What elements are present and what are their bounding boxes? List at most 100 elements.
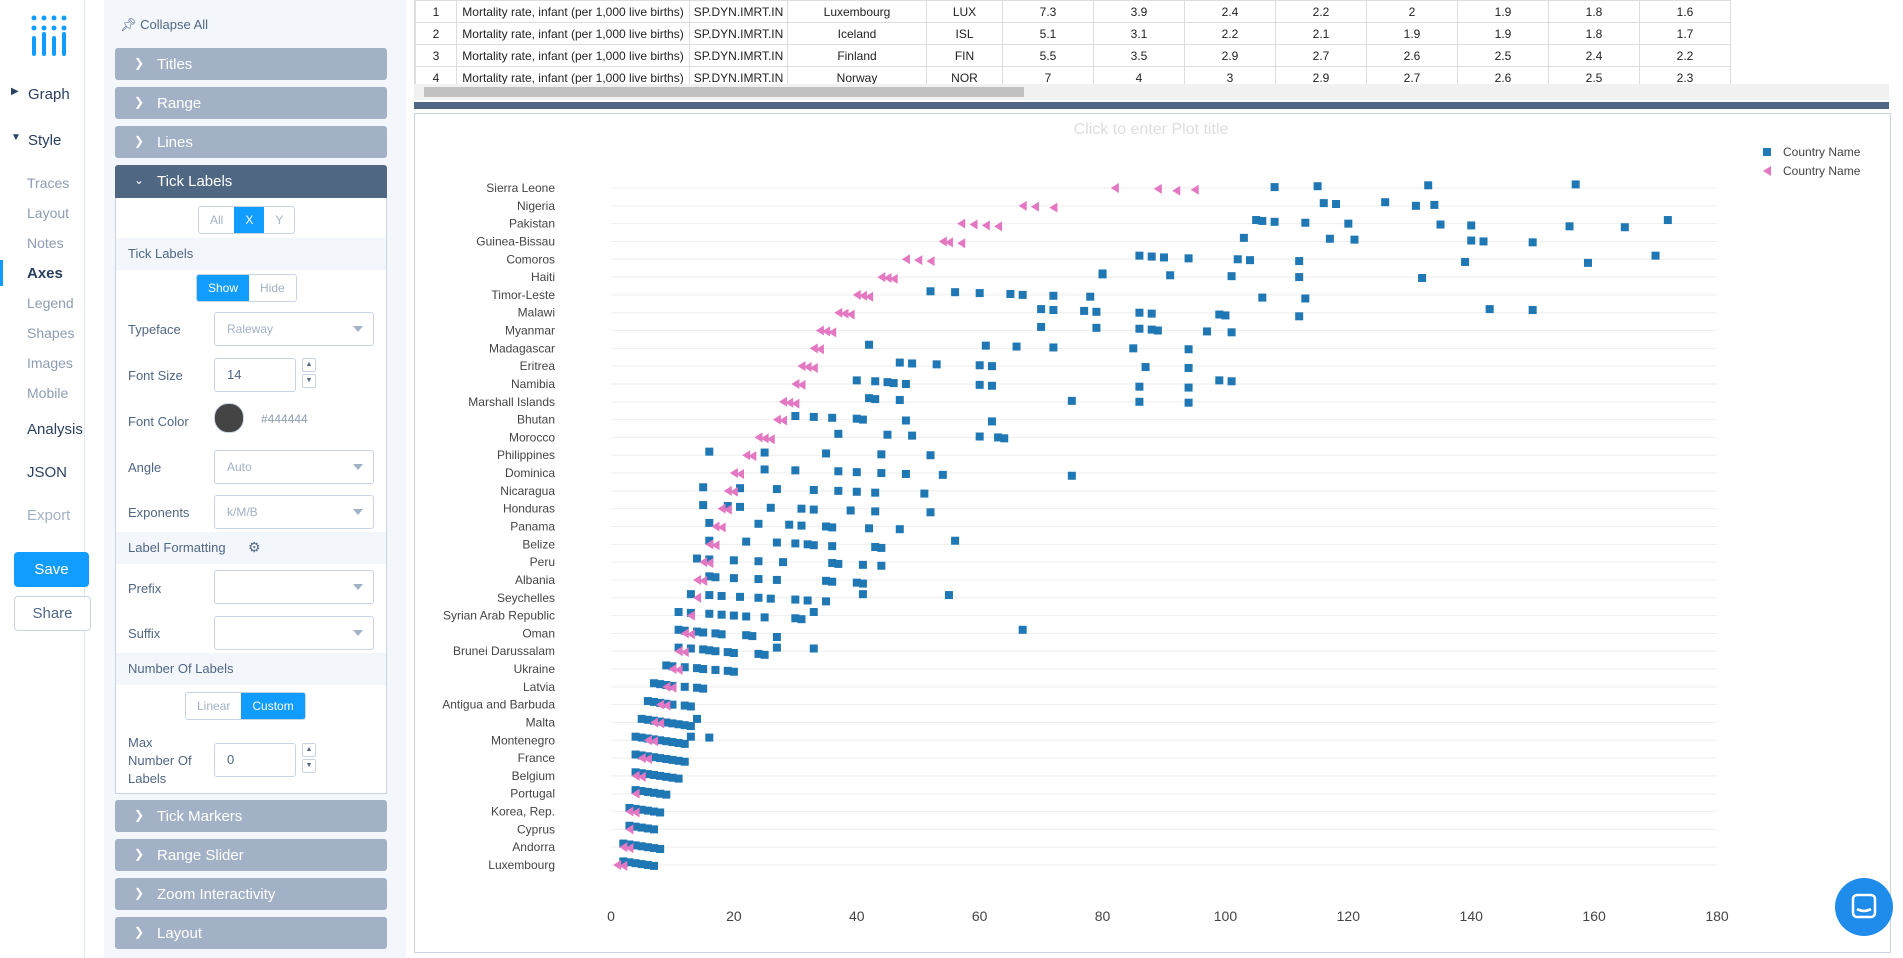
linear-option[interactable]: Linear <box>197 699 231 713</box>
nav-axes[interactable]: Axes <box>27 265 63 282</box>
scatter-chart[interactable]: Click to enter Plot title Sierra Leone Nig… <box>415 114 1888 950</box>
increment-arrow-icon[interactable]: ▲ <box>302 358 316 372</box>
table-row[interactable]: 2 Mortality rate, infant (per 1,000 live … <box>415 22 1731 45</box>
table-cell[interactable]: 2.3 <box>1639 66 1731 84</box>
decrement-arrow-icon[interactable]: ▼ <box>302 759 316 773</box>
table-cell[interactable]: 4 <box>415 66 457 84</box>
table-cell[interactable]: 2.7 <box>1366 66 1458 84</box>
table-cell[interactable]: Luxembourg <box>787 0 927 23</box>
table-cell[interactable]: 2.4 <box>1184 0 1276 23</box>
table-cell[interactable]: SP.DYN.IMRT.IN <box>689 66 788 84</box>
table-cell[interactable]: 3 <box>1184 66 1276 84</box>
table-cell[interactable]: 2.1 <box>1275 22 1367 45</box>
scrollbar-thumb[interactable] <box>424 87 1024 97</box>
max-labels-input[interactable]: 0 <box>214 743 296 777</box>
table-cell[interactable]: 1.9 <box>1366 22 1458 45</box>
table-cell[interactable]: Norway <box>787 66 927 84</box>
resize-divider[interactable] <box>414 102 1889 109</box>
table-cell[interactable]: Finland <box>787 44 927 67</box>
table-cell[interactable]: 4 <box>1093 66 1185 84</box>
table-cell[interactable]: 1.9 <box>1457 22 1549 45</box>
table-cell[interactable]: 2.5 <box>1457 44 1549 67</box>
data-grid[interactable]: 1 Mortality rate, infant (per 1,000 live … <box>414 0 1890 84</box>
horizontal-scrollbar[interactable] <box>414 84 1889 100</box>
table-cell[interactable]: 2.6 <box>1366 44 1458 67</box>
fold-lines[interactable]: ❯ Lines <box>115 126 387 158</box>
fold-range[interactable]: ❯ Range <box>115 87 387 119</box>
font-size-input[interactable]: 14 <box>214 358 296 392</box>
nav-export[interactable]: Export <box>27 507 71 524</box>
nav-legend[interactable]: Legend <box>27 295 74 311</box>
table-cell[interactable]: 2.5 <box>1548 66 1640 84</box>
show-option[interactable]: Show <box>197 275 250 301</box>
share-button[interactable]: Share <box>14 596 91 631</box>
axis-tab-x[interactable]: X <box>234 207 265 233</box>
table-cell[interactable]: 2.9 <box>1184 44 1276 67</box>
table-cell[interactable]: Mortality rate, infant (per 1,000 live b… <box>456 66 690 84</box>
nav-images[interactable]: Images <box>27 355 73 371</box>
table-cell[interactable]: 2.2 <box>1184 22 1276 45</box>
table-cell[interactable]: FIN <box>926 44 1003 67</box>
hide-option[interactable]: Hide <box>260 281 285 295</box>
table-cell[interactable]: Mortality rate, infant (per 1,000 live b… <box>456 0 690 23</box>
table-cell[interactable]: 3.9 <box>1093 0 1185 23</box>
increment-arrow-icon[interactable]: ▲ <box>302 743 316 757</box>
table-row[interactable]: 4 Mortality rate, infant (per 1,000 live … <box>415 66 1731 84</box>
nav-mobile[interactable]: Mobile <box>27 385 69 401</box>
typeface-dropdown[interactable]: Raleway <box>214 312 374 346</box>
table-cell[interactable]: 2.9 <box>1275 66 1367 84</box>
exponents-dropdown[interactable]: k/M/B <box>214 495 374 529</box>
nav-layout[interactable]: Layout <box>27 205 70 221</box>
chat-widget-button[interactable] <box>1835 878 1893 936</box>
fold-tick-labels[interactable]: ⌄ Tick Labels <box>115 165 387 198</box>
table-cell[interactable]: 2.2 <box>1275 0 1367 23</box>
table-row[interactable]: 3 Mortality rate, infant (per 1,000 live … <box>415 44 1731 67</box>
fold-zoom-interactivity[interactable]: ❯ Zoom Interactivity <box>115 878 387 910</box>
fold-range-slider[interactable]: ❯ Range Slider <box>115 839 387 871</box>
nav-notes[interactable]: Notes <box>27 235 64 251</box>
table-cell[interactable]: 3.1 <box>1093 22 1185 45</box>
prefix-dropdown[interactable] <box>214 570 374 604</box>
table-row[interactable]: 1 Mortality rate, infant (per 1,000 live … <box>415 0 1731 23</box>
decrement-arrow-icon[interactable]: ▼ <box>302 374 316 388</box>
table-cell[interactable]: 2.7 <box>1275 44 1367 67</box>
nav-shapes[interactable]: Shapes <box>27 325 75 341</box>
table-cell[interactable]: 1 <box>415 0 457 23</box>
table-cell[interactable]: 5.5 <box>1002 44 1094 67</box>
nav-json[interactable]: JSON <box>27 464 68 481</box>
table-cell[interactable]: Mortality rate, infant (per 1,000 live b… <box>456 22 690 45</box>
save-button[interactable]: Save <box>14 552 89 587</box>
table-cell[interactable]: 2.2 <box>1639 44 1731 67</box>
fold-titles[interactable]: ❯ Titles <box>115 48 387 80</box>
app-logo-icon[interactable] <box>30 14 74 58</box>
table-cell[interactable]: 2 <box>1366 0 1458 23</box>
table-cell[interactable]: 1.8 <box>1548 22 1640 45</box>
table-cell[interactable]: 2 <box>415 22 457 45</box>
nav-traces[interactable]: Traces <box>27 175 70 191</box>
table-cell[interactable]: Mortality rate, infant (per 1,000 live b… <box>456 44 690 67</box>
table-cell[interactable]: 7 <box>1002 66 1094 84</box>
table-cell[interactable]: SP.DYN.IMRT.IN <box>689 22 788 45</box>
table-cell[interactable]: 2.6 <box>1457 66 1549 84</box>
axis-tab-all[interactable]: All <box>210 213 224 227</box>
table-cell[interactable]: Iceland <box>787 22 927 45</box>
table-cell[interactable]: 3 <box>415 44 457 67</box>
gear-icon[interactable]: ⚙ <box>248 539 261 555</box>
fold-tick-markers[interactable]: ❯ Tick Markers <box>115 800 387 832</box>
custom-option[interactable]: Custom <box>241 693 305 719</box>
table-cell[interactable]: 1.9 <box>1457 0 1549 23</box>
axis-tab-y[interactable]: Y <box>275 213 284 227</box>
table-cell[interactable]: ISL <box>926 22 1003 45</box>
collapse-all-button[interactable]: 📌︎ Collapse All <box>120 17 208 33</box>
table-cell[interactable]: 7.3 <box>1002 0 1094 23</box>
table-cell[interactable]: SP.DYN.IMRT.IN <box>689 0 788 23</box>
table-cell[interactable]: 2.4 <box>1548 44 1640 67</box>
table-cell[interactable]: 3.5 <box>1093 44 1185 67</box>
table-cell[interactable]: 1.6 <box>1639 0 1731 23</box>
table-cell[interactable]: 1.8 <box>1548 0 1640 23</box>
angle-dropdown[interactable]: Auto <box>214 450 374 484</box>
table-cell[interactable]: NOR <box>926 66 1003 84</box>
font-color-swatch[interactable] <box>214 403 244 433</box>
nav-analysis[interactable]: Analysis <box>27 421 83 438</box>
table-cell[interactable]: 1.7 <box>1639 22 1731 45</box>
